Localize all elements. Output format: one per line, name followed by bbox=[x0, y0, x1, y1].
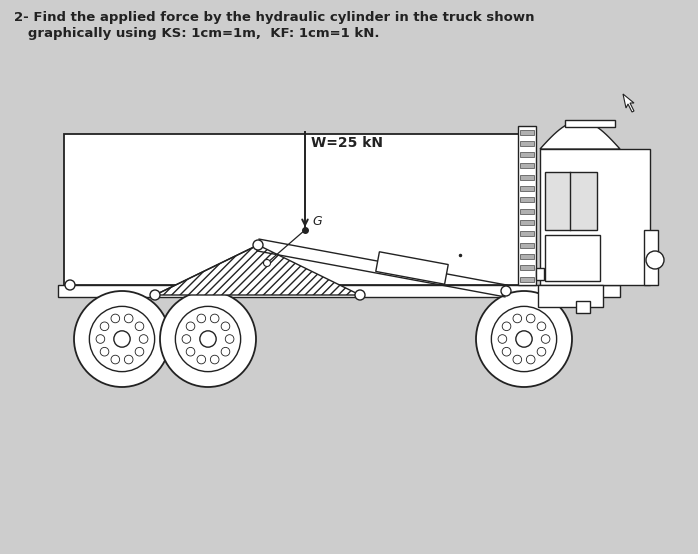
Circle shape bbox=[186, 322, 195, 331]
Circle shape bbox=[476, 291, 572, 387]
Bar bbox=[520, 130, 534, 135]
Circle shape bbox=[221, 322, 230, 331]
Circle shape bbox=[501, 286, 511, 296]
Bar bbox=[538, 285, 603, 307]
Circle shape bbox=[526, 355, 535, 364]
Circle shape bbox=[513, 314, 521, 323]
Circle shape bbox=[175, 306, 241, 372]
Bar bbox=[545, 172, 597, 230]
Circle shape bbox=[124, 355, 133, 364]
Bar bbox=[520, 209, 534, 214]
Circle shape bbox=[210, 314, 219, 323]
Circle shape bbox=[114, 331, 130, 347]
Bar bbox=[64, 134, 520, 285]
Text: W=25 kN: W=25 kN bbox=[311, 136, 383, 150]
Circle shape bbox=[101, 322, 109, 331]
Polygon shape bbox=[540, 121, 620, 149]
Circle shape bbox=[355, 290, 365, 300]
Bar bbox=[520, 243, 534, 248]
Bar bbox=[540, 149, 650, 285]
Circle shape bbox=[74, 291, 170, 387]
Circle shape bbox=[264, 259, 271, 266]
Text: graphically using KS: 1cm=1m,  KF: 1cm=1 kN.: graphically using KS: 1cm=1m, KF: 1cm=1 … bbox=[14, 27, 380, 40]
Bar bbox=[520, 254, 534, 259]
Text: 2- Find the applied force by the hydraulic cylinder in the truck shown: 2- Find the applied force by the hydraul… bbox=[14, 11, 535, 24]
Circle shape bbox=[111, 355, 119, 364]
Circle shape bbox=[135, 322, 144, 331]
Text: G: G bbox=[312, 215, 322, 228]
Circle shape bbox=[135, 347, 144, 356]
Circle shape bbox=[140, 335, 148, 343]
Bar bbox=[520, 163, 534, 168]
Circle shape bbox=[498, 335, 507, 343]
Bar bbox=[536, 268, 544, 280]
Circle shape bbox=[200, 331, 216, 347]
Bar bbox=[520, 175, 534, 179]
Circle shape bbox=[221, 347, 230, 356]
Circle shape bbox=[111, 314, 119, 323]
Circle shape bbox=[65, 280, 75, 290]
Circle shape bbox=[150, 290, 160, 300]
Circle shape bbox=[96, 335, 105, 343]
Circle shape bbox=[89, 306, 155, 372]
Bar bbox=[520, 276, 534, 281]
Circle shape bbox=[491, 306, 556, 372]
Circle shape bbox=[502, 347, 511, 356]
Circle shape bbox=[537, 347, 546, 356]
Circle shape bbox=[197, 355, 206, 364]
Bar bbox=[520, 197, 534, 202]
Bar bbox=[545, 235, 600, 281]
Bar bbox=[520, 152, 534, 157]
Bar bbox=[520, 265, 534, 270]
Bar bbox=[518, 126, 536, 285]
Bar bbox=[520, 220, 534, 225]
Circle shape bbox=[101, 347, 109, 356]
Polygon shape bbox=[623, 94, 634, 112]
Bar bbox=[520, 231, 534, 236]
Bar bbox=[520, 186, 534, 191]
Circle shape bbox=[124, 314, 133, 323]
Circle shape bbox=[253, 240, 263, 250]
Circle shape bbox=[182, 335, 191, 343]
Circle shape bbox=[186, 347, 195, 356]
Circle shape bbox=[197, 314, 206, 323]
Circle shape bbox=[210, 355, 219, 364]
Bar bbox=[644, 230, 658, 285]
Circle shape bbox=[225, 335, 234, 343]
Circle shape bbox=[516, 331, 532, 347]
Bar bbox=[565, 120, 615, 127]
Bar bbox=[576, 301, 590, 313]
Circle shape bbox=[513, 355, 521, 364]
Bar bbox=[520, 141, 534, 146]
Circle shape bbox=[160, 291, 256, 387]
Bar bbox=[58, 285, 620, 297]
Circle shape bbox=[541, 335, 550, 343]
Circle shape bbox=[502, 322, 511, 331]
Circle shape bbox=[646, 251, 664, 269]
Polygon shape bbox=[376, 252, 448, 284]
Circle shape bbox=[526, 314, 535, 323]
Circle shape bbox=[537, 322, 546, 331]
Polygon shape bbox=[155, 245, 360, 295]
